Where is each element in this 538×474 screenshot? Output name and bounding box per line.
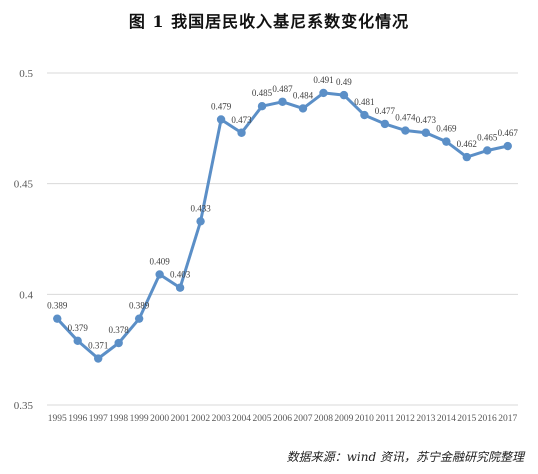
- data-point: [257, 102, 267, 111]
- data-label: 0.409: [150, 256, 171, 266]
- data-point: [73, 336, 82, 346]
- data-point: [278, 97, 287, 106]
- data-point: [134, 314, 144, 323]
- data-point: [442, 137, 451, 146]
- data-point: [319, 88, 328, 98]
- data-point: [462, 152, 472, 162]
- x-tick-label: 2006: [273, 414, 292, 424]
- data-label: 0.378: [109, 325, 130, 335]
- data-point: [196, 217, 205, 226]
- data-label: 0.485: [252, 88, 273, 98]
- data-label: 0.465: [477, 132, 498, 142]
- chart-title: 图 1 我国居民收入基尼系数变化情况: [128, 12, 410, 31]
- data-label: 0.389: [129, 301, 150, 311]
- x-tick-label: 2002: [191, 414, 210, 424]
- x-tick-label: 2007: [293, 414, 312, 424]
- data-label: 0.474: [395, 113, 416, 123]
- x-tick-label: 2008: [314, 414, 333, 424]
- data-point: [53, 314, 62, 323]
- data-point: [360, 110, 369, 120]
- data-label: 0.473: [231, 115, 252, 125]
- x-tick-label: 2015: [457, 414, 476, 424]
- x-tick-label: 2009: [334, 414, 353, 424]
- data-label: 0.473: [416, 115, 437, 125]
- y-tick-label: 0.5: [19, 68, 33, 80]
- data-label: 0.477: [375, 106, 396, 116]
- x-tick-label: 2000: [150, 414, 169, 424]
- series-points: [53, 88, 512, 363]
- x-tick-label: 1999: [130, 414, 149, 424]
- data-label: 0.379: [68, 323, 89, 333]
- gridlines: [47, 72, 518, 406]
- x-tick-label: 2014: [437, 414, 456, 424]
- x-tick-label: 2013: [416, 414, 435, 424]
- data-point: [503, 141, 512, 151]
- data-label: 0.479: [211, 101, 232, 111]
- data-point: [421, 128, 431, 137]
- x-tick-label: 2011: [376, 414, 395, 424]
- data-label: 0.403: [170, 270, 191, 280]
- data-point: [483, 146, 492, 155]
- data-point: [298, 104, 308, 113]
- data-point: [339, 90, 349, 100]
- data-point: [401, 126, 410, 135]
- data-label: 0.487: [272, 84, 293, 94]
- x-tick-label: 1998: [109, 414, 128, 424]
- data-point: [114, 338, 123, 348]
- x-tick-label: 1996: [68, 414, 87, 424]
- data-label: 0.433: [190, 203, 211, 213]
- data-label: 0.389: [47, 301, 68, 311]
- x-axis-tick-labels: 1995 1996 1997 1998 1999 2000 2001 2002 2003 2004…: [48, 414, 518, 424]
- x-tick-label: 2004: [232, 414, 251, 424]
- data-point: [216, 115, 226, 124]
- data-point: [237, 128, 246, 137]
- data-label: 0.481: [354, 97, 374, 107]
- y-tick-label: 0.35: [14, 400, 34, 412]
- x-tick-label: 2010: [355, 414, 374, 424]
- data-label: 0.469: [436, 124, 457, 134]
- data-label: 0.467: [498, 128, 519, 138]
- x-tick-label: 1997: [89, 414, 108, 424]
- data-label: 0.371: [88, 341, 108, 351]
- x-tick-label: 2016: [478, 414, 497, 424]
- y-tick-label: 0.45: [14, 179, 34, 191]
- x-tick-label: 1995: [48, 414, 67, 424]
- data-point: [380, 119, 390, 129]
- x-tick-label: 2005: [253, 414, 272, 424]
- x-tick-label: 2017: [498, 414, 517, 424]
- data-label: 0.484: [293, 90, 314, 100]
- y-axis-tick-labels: 0.35 0.4 0.45 0.5: [14, 68, 34, 412]
- source-note: 数据来源：wind 资讯，苏宁金融研究院整理: [286, 450, 524, 464]
- x-tick-label: 2003: [212, 414, 231, 424]
- data-label: 0.49: [336, 77, 352, 87]
- data-label: 0.491: [313, 75, 333, 85]
- data-point: [93, 354, 103, 363]
- data-label: 0.462: [457, 139, 477, 149]
- data-point: [155, 270, 164, 279]
- data-point: [175, 283, 185, 292]
- y-tick-label: 0.4: [19, 289, 33, 301]
- x-tick-label: 2012: [396, 414, 415, 424]
- x-tick-label: 2001: [171, 414, 190, 424]
